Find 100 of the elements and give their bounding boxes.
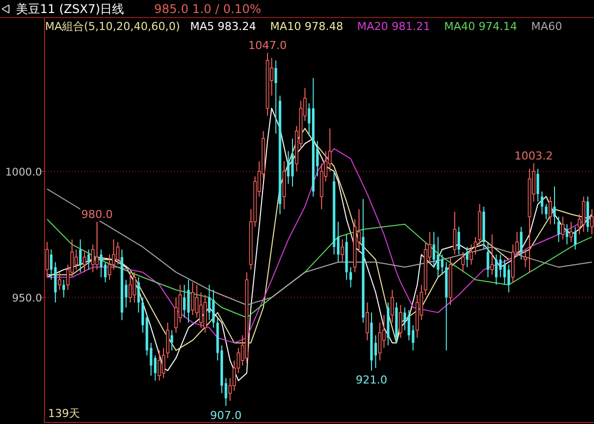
candlestick [100, 249, 102, 278]
candlestick [328, 128, 332, 172]
candlestick [561, 216, 564, 240]
legend: MA5 983.24 MA10 978.48 MA20 981.21 MA40 974.14 MA60 [190, 20, 562, 33]
candlestick [536, 168, 540, 202]
candlestick [515, 231, 519, 258]
candlestick [420, 284, 424, 321]
candlestick [240, 334, 244, 366]
y-tick-label: 950.0 [12, 292, 42, 304]
price-label: 907.0 [209, 408, 243, 422]
candlestick [540, 191, 544, 215]
candlestick [308, 102, 310, 137]
candlestick [45, 241, 49, 278]
candlestick [366, 302, 370, 341]
candlestick [428, 231, 432, 263]
candlestick [390, 289, 394, 324]
candlestick [412, 324, 414, 351]
candlestick [303, 88, 307, 122]
candlestick [187, 279, 190, 324]
candlestick [503, 259, 506, 286]
candlestick [432, 231, 436, 268]
candlestick [408, 310, 410, 341]
candlestick [374, 334, 377, 369]
candlestick [532, 162, 536, 202]
price-label: 980.0 [80, 208, 114, 221]
candlestick [474, 236, 478, 256]
candlestick [378, 322, 382, 361]
candlestick [544, 204, 548, 220]
candlestick [104, 262, 107, 283]
candlestick [403, 307, 406, 331]
candlestick [357, 208, 361, 253]
candlestick [208, 284, 211, 321]
candlestick [95, 221, 99, 270]
candlestick [566, 224, 568, 245]
price-label: 1047.0 [247, 38, 288, 52]
candlestick [154, 354, 157, 382]
candlestick [553, 186, 556, 225]
chart-subtitle: 985.0 1.0 / 0.10% [154, 2, 262, 16]
candlestick [50, 249, 53, 280]
candlestick [557, 216, 560, 242]
candlestick [91, 244, 95, 273]
candlestick [574, 226, 577, 250]
candlestick [494, 254, 498, 286]
candlestick [507, 264, 510, 293]
candlestick [524, 249, 528, 268]
candlestick [461, 252, 465, 273]
candlestick [82, 252, 86, 273]
candlestick [199, 292, 203, 328]
price-label: 1003.2 [513, 149, 554, 162]
candlestick [548, 196, 552, 225]
candlestick [137, 276, 140, 314]
candlestick [124, 279, 128, 308]
candlestick [452, 211, 456, 256]
candlestick [520, 226, 523, 260]
candlestick [569, 221, 573, 242]
price-label: 921.0 [354, 374, 388, 387]
candlestick [178, 284, 182, 324]
candlestick [232, 360, 236, 392]
candlestick [486, 241, 490, 278]
annotation: 139天 [48, 407, 80, 420]
candlestick [440, 254, 444, 276]
candlestick [66, 264, 70, 290]
candlestick [116, 241, 120, 266]
candlestick [183, 284, 186, 318]
candlestick [141, 296, 144, 334]
candlestick [582, 196, 586, 232]
candlestick [62, 279, 66, 298]
candlestick [458, 226, 460, 256]
candlestick [466, 246, 468, 268]
candlestick [195, 284, 198, 318]
candlestick [470, 244, 473, 266]
candlestick [224, 378, 228, 406]
candlestick [166, 322, 170, 358]
candlestick [324, 150, 328, 182]
candlestick [174, 296, 178, 334]
candlestick [590, 208, 594, 235]
candlestick [112, 238, 116, 270]
candlestick [349, 266, 352, 288]
candlestick [128, 272, 132, 303]
candlestick [258, 160, 261, 198]
candlestick [291, 138, 294, 187]
candlestick [150, 342, 152, 376]
candlestick [190, 282, 194, 316]
annotation: MA組合(5,10,20,40,60,0) [45, 20, 180, 33]
candlestick [499, 254, 502, 278]
candlestick [162, 347, 166, 379]
chart-title: 美豆11 (ZSX7)日线 [16, 2, 124, 16]
candlestick [132, 272, 136, 303]
candlestick [398, 304, 402, 338]
candlestick [70, 238, 74, 278]
candlestick [274, 60, 278, 134]
candlestick [340, 238, 344, 263]
candlestick [436, 236, 440, 278]
candlestick [108, 254, 112, 280]
candlestick [336, 221, 340, 263]
candlestick [87, 249, 90, 270]
candlestick [158, 350, 162, 382]
candlestick [490, 234, 494, 276]
candlestick [212, 289, 215, 328]
candlestick [74, 249, 78, 270]
